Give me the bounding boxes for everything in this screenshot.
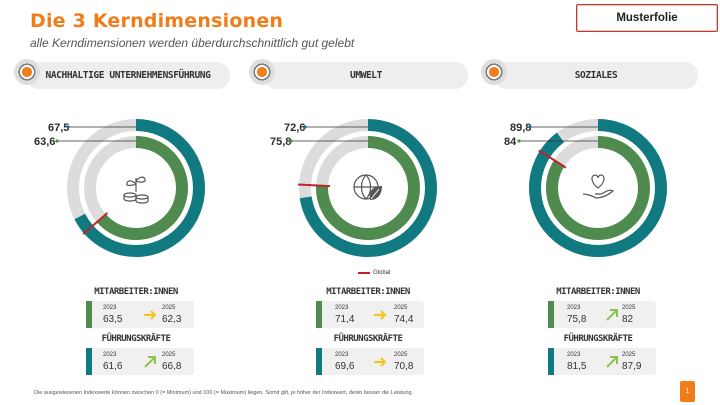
plant-coins-icon <box>123 176 149 204</box>
fuehrung-label: FÜHRUNGSKRÄFTE <box>563 334 633 344</box>
year-from: 2023 <box>103 305 117 311</box>
legend-global-label: Global <box>373 270 391 276</box>
card-mitarbeiter: 2023 2025 63,5 62,3 <box>86 301 194 328</box>
tab-nachhaltige-unternehmensfuehrung: NACHHALTIGE UNTERNEHMENSFÜHRUNG <box>26 62 230 89</box>
inner-ring-value <box>546 136 650 240</box>
value-to: 66,8 <box>162 361 182 372</box>
mitarbeiter-label: MITARBEITER:INNEN <box>94 287 178 297</box>
inner-value: 84 <box>504 136 517 148</box>
legend: Global <box>358 270 390 276</box>
year-to: 2025 <box>622 305 636 311</box>
inner-value: 63,6 <box>34 136 56 148</box>
globe-leaf-icon <box>353 174 382 200</box>
inner-value: 75,8 <box>270 136 292 148</box>
tab-umwelt: UMWELT <box>264 62 468 89</box>
inner-ring-value <box>84 136 188 240</box>
tab-soziales: SOZIALES <box>494 62 698 89</box>
year-from: 2023 <box>335 352 349 358</box>
card-bar <box>316 301 322 328</box>
hand-heart-icon <box>582 174 615 199</box>
legend-global-line <box>358 272 370 274</box>
value-to: 70,8 <box>394 361 414 372</box>
card-mitarbeiter: 2023 2025 75,8 82 <box>548 301 656 328</box>
value-from: 61,6 <box>103 361 123 372</box>
global-marker <box>298 183 331 188</box>
year-from: 2023 <box>335 305 349 311</box>
inner-ring-value <box>316 136 420 240</box>
year-to: 2025 <box>622 352 636 358</box>
donut-chart-soziales <box>529 119 667 257</box>
card-bar <box>86 301 92 328</box>
donut-chart-nachhaltigkeit <box>67 119 205 257</box>
card-fuehrung: 2023 2025 61,6 66,8 <box>86 348 194 375</box>
mitarbeiter-label: MITARBEITER:INNEN <box>326 287 410 297</box>
page-number: 1 <box>680 381 695 402</box>
value-from: 63,5 <box>103 314 123 325</box>
card-fuehrung: 2023 2025 69,6 70,8 <box>316 348 424 375</box>
outer-ring-value <box>529 119 667 257</box>
value-to: 82 <box>622 314 634 325</box>
year-to: 2025 <box>394 305 408 311</box>
value-to: 87,9 <box>622 361 642 372</box>
outer-value: 67,5 <box>48 122 70 134</box>
value-to: 62,3 <box>162 314 182 325</box>
card-bar <box>548 301 554 328</box>
arrow-right-icon <box>374 357 387 367</box>
fuehrung-label: FÜHRUNGSKRÄFTE <box>333 334 403 344</box>
mitarbeiter-label: MITARBEITER:INNEN <box>556 287 640 297</box>
value-to: 74,4 <box>394 314 414 325</box>
value-from: 69,6 <box>335 361 355 372</box>
card-bar <box>316 348 322 375</box>
global-marker <box>82 212 108 235</box>
value-from: 81,5 <box>567 361 587 372</box>
donut-chart-umwelt <box>298 119 437 257</box>
tab-dot-icon <box>481 59 507 85</box>
fuehrung-label: FÜHRUNGSKRÄFTE <box>101 334 171 344</box>
arrow-right-icon <box>144 310 157 320</box>
page-subtitle: alle Kerndimensionen werden überdurchsch… <box>30 36 355 50</box>
outer-ring-value <box>299 119 437 257</box>
global-marker <box>538 149 567 169</box>
tab-dot-icon <box>249 59 275 85</box>
card-mitarbeiter: 2023 2025 71,4 74,4 <box>316 301 424 328</box>
year-from: 2023 <box>103 352 117 358</box>
year-to: 2025 <box>162 352 176 358</box>
arrow-up-right-icon <box>606 309 618 321</box>
card-bar <box>86 348 92 375</box>
value-from: 75,8 <box>567 314 587 325</box>
card-bar <box>548 348 554 375</box>
value-from: 71,4 <box>335 314 355 325</box>
arrow-up-right-icon <box>144 356 156 368</box>
card-fuehrung: 2023 2025 81,5 87,9 <box>548 348 656 375</box>
outer-value: 89,8 <box>510 122 532 134</box>
musterfolie-badge: Musterfolie <box>576 4 718 32</box>
arrow-up-right-icon <box>606 356 618 368</box>
year-from: 2023 <box>567 305 581 311</box>
arrow-right-icon <box>374 310 387 320</box>
year-to: 2025 <box>394 352 408 358</box>
footnote: Die ausgewiesenen Indexwerte können zwis… <box>34 390 414 396</box>
outer-value: 72,6 <box>284 122 306 134</box>
year-to: 2025 <box>162 305 176 311</box>
year-from: 2023 <box>567 352 581 358</box>
page-title: Die 3 Kerndimensionen <box>30 10 284 32</box>
outer-ring-value <box>67 119 205 257</box>
tab-dot-icon <box>14 59 40 85</box>
